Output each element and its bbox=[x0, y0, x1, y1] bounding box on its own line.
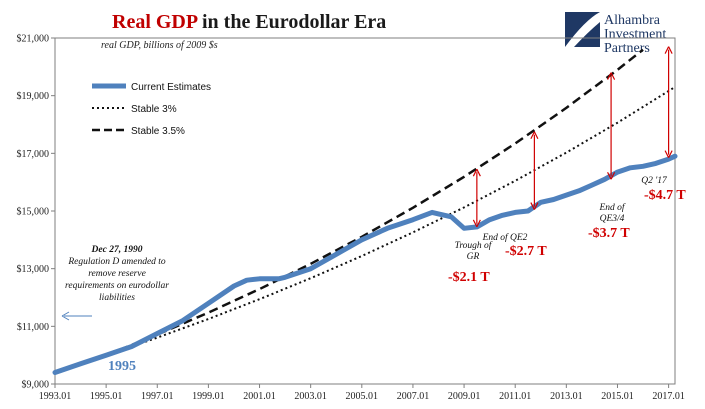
note-line-2: remove reserve bbox=[88, 269, 146, 279]
gap-value: -$2.1 T bbox=[448, 270, 490, 285]
series-line-current-estimates bbox=[52, 153, 678, 375]
title-black-part: in the Eurodollar Era bbox=[197, 11, 386, 33]
annotation-label: Trough of GR bbox=[455, 240, 493, 262]
x-tick-label: 2015.01 bbox=[601, 391, 634, 402]
series-layer bbox=[52, 48, 678, 375]
up-arrow-icon bbox=[607, 72, 616, 80]
note-date: Dec 27, 1990 bbox=[91, 245, 143, 255]
gap-annotation: Q2 '17 -$4.7 T bbox=[641, 46, 686, 203]
gap-value: -$4.7 T bbox=[644, 188, 686, 203]
legend-label-stable-3: Stable 3% bbox=[131, 104, 177, 115]
legend-label-stable-35: Stable 3.5% bbox=[131, 126, 185, 137]
note-line-4: liabilities bbox=[99, 293, 135, 303]
y-axis: $9,000 $11,000 $13,000 $15,000 $17,000 $19,00… bbox=[17, 34, 55, 391]
title-red-part: Real GDP bbox=[112, 11, 198, 33]
up-arrow-icon bbox=[530, 131, 539, 139]
up-arrow-icon bbox=[472, 168, 481, 177]
x-tick-label: 2013.01 bbox=[550, 391, 583, 402]
y-tick-label: $19,000 bbox=[17, 91, 50, 102]
y-tick-label: $11,000 bbox=[17, 322, 49, 333]
y-tick-label: $17,000 bbox=[17, 149, 50, 160]
x-axis: 1993.01 1995.01 1997.01 1999.01 2001.01 2003.… bbox=[39, 384, 685, 402]
down-arrow-icon bbox=[472, 219, 481, 228]
logo-line-1: Alhambra bbox=[604, 13, 661, 28]
x-tick-label: 1993.01 bbox=[39, 391, 72, 402]
gap-annotation: End of QE3/4 -$3.7 T bbox=[588, 72, 630, 241]
x-tick-label: 1997.01 bbox=[141, 391, 174, 402]
left-arrow-icon bbox=[61, 311, 70, 321]
y-tick-label: $9,000 bbox=[22, 380, 50, 391]
gap-annotation: Trough of GR -$2.1 T bbox=[448, 168, 493, 285]
gap-annotation: End of QE2-$2.7 T bbox=[482, 131, 547, 259]
gap-value: -$2.7 T bbox=[505, 244, 547, 259]
legend: Current Estimates Stable 3% Stable 3.5% bbox=[92, 82, 211, 137]
x-tick-label: 2011.01 bbox=[499, 391, 531, 402]
annotation-label: End of QE2 bbox=[482, 232, 528, 243]
note-line-3: requirements on eurodollar bbox=[65, 281, 169, 291]
x-tick-label: 2017.01 bbox=[652, 391, 685, 402]
annotation-label: Q2 '17 bbox=[641, 176, 668, 186]
logo-line-2: Investment bbox=[604, 27, 666, 42]
x-tick-label: 2003.01 bbox=[294, 391, 327, 402]
gap-value: -$3.7 T bbox=[588, 226, 630, 241]
y-tick-label: $13,000 bbox=[17, 264, 50, 275]
x-tick-label: 2005.01 bbox=[346, 391, 379, 402]
legend-label-current: Current Estimates bbox=[131, 82, 211, 93]
chart-subtitle: real GDP, billions of 2009 $s bbox=[101, 40, 218, 51]
note-line-1: Regulation D amended to bbox=[67, 257, 166, 267]
logo-line-3: Partners bbox=[604, 41, 650, 56]
series-line-stable-3- bbox=[54, 86, 676, 373]
down-arrow-icon bbox=[530, 202, 539, 210]
x-tick-label: 2009.01 bbox=[448, 391, 481, 402]
company-logo: Alhambra Investment Partners bbox=[565, 12, 666, 56]
y-tick-label: $21,000 bbox=[17, 34, 50, 45]
down-arrow-icon bbox=[607, 172, 616, 180]
down-arrow-icon bbox=[664, 150, 673, 158]
up-arrow-icon bbox=[664, 46, 673, 54]
x-tick-label: 2007.01 bbox=[397, 391, 430, 402]
series-line-stable-3-5- bbox=[105, 48, 644, 357]
x-tick-label: 1995.01 bbox=[90, 391, 123, 402]
x-tick-label: 1999.01 bbox=[192, 391, 225, 402]
chart-title: Real GDP in the Eurodollar Era bbox=[112, 11, 386, 33]
y-tick-label: $15,000 bbox=[17, 207, 50, 218]
annotation-label: End of QE3/4 bbox=[598, 202, 625, 224]
year-1995-marker: 1995 bbox=[108, 359, 136, 374]
x-tick-label: 2001.01 bbox=[243, 391, 276, 402]
regulation-note: Dec 27, 1990 Regulation D amended to rem… bbox=[61, 245, 169, 321]
